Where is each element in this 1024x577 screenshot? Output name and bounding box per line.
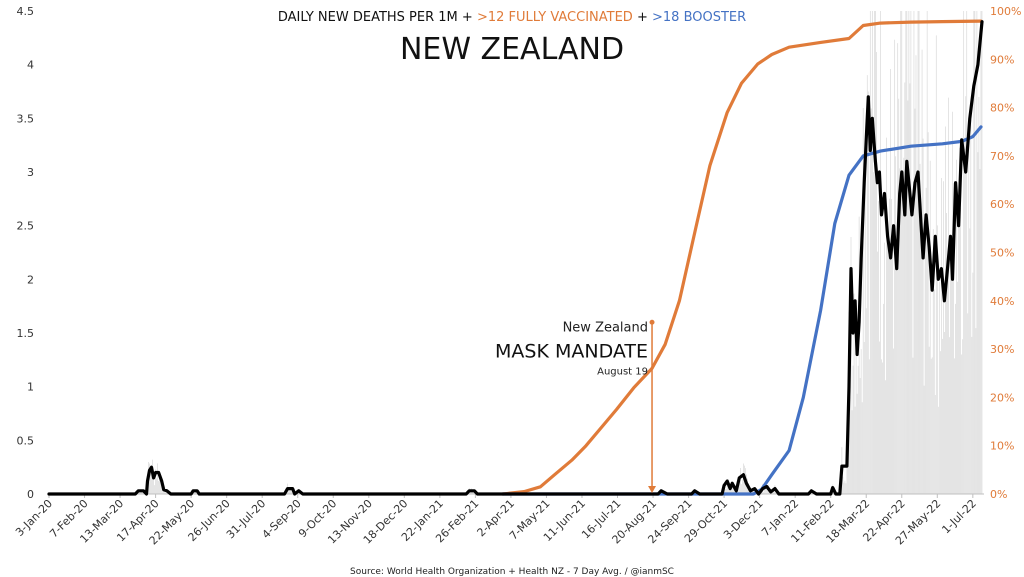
- y-left-tick-label: 4.5: [17, 5, 35, 18]
- deaths-line: [47, 20, 984, 496]
- mask-mandate-annotation: New Zealand MASK MANDATE August 19: [495, 319, 657, 493]
- source-note: Source: World Health Organization + Heal…: [350, 567, 674, 577]
- country-title: NEW ZEALAND: [400, 32, 624, 67]
- y-right-tick-label: 40%: [990, 295, 1014, 308]
- y-right-tick-label: 50%: [990, 247, 1014, 260]
- title-vaccinated: >12 FULLY VACCINATED: [477, 10, 633, 25]
- title-prefix: DAILY NEW DEATHS PER 1M +: [278, 10, 477, 25]
- chart-title: DAILY NEW DEATHS PER 1M + >12 FULLY VACC…: [278, 10, 746, 25]
- annotation-mask-mandate: MASK MANDATE: [495, 340, 648, 362]
- y-left-tick-label: 3.5: [17, 112, 35, 125]
- y-right-tick-label: 20%: [990, 391, 1014, 404]
- y-left-tick-label: 1: [27, 381, 34, 394]
- y-right-tick-label: 30%: [990, 343, 1014, 356]
- mask-mandate-marker-dot: [649, 319, 655, 325]
- annotation-country: New Zealand: [563, 320, 648, 335]
- annotation-date: August 19: [597, 366, 648, 377]
- y-left-tick-label: 0.5: [17, 434, 35, 447]
- y-right-tick-label: 10%: [990, 440, 1014, 453]
- fully-vaccinated-line: [501, 19, 983, 496]
- y-right-tick-label: 0%: [990, 488, 1007, 501]
- y-left-tick-label: 2.5: [17, 220, 35, 233]
- y-right-tick-label: 100%: [990, 5, 1021, 18]
- y-left-tick-label: 1.5: [17, 327, 35, 340]
- y-left-tick-label: 3: [27, 166, 34, 179]
- series-lines: [47, 19, 984, 496]
- y-right-tick-label: 80%: [990, 102, 1014, 115]
- y-right-tick-label: 90%: [990, 53, 1014, 66]
- title-booster: >18 BOOSTER: [652, 10, 746, 25]
- y-left-tick-label: 4: [27, 59, 34, 72]
- mask-mandate-arrow-head: [648, 486, 657, 493]
- y-left-tick-label: 0: [27, 488, 34, 501]
- y-right-tick-label: 70%: [990, 150, 1014, 163]
- daily-deaths-bars: [137, 11, 983, 494]
- title-plus: +: [633, 10, 652, 25]
- booster-line: [501, 125, 983, 496]
- y-left-tick-label: 2: [27, 273, 34, 286]
- y-right-tick-label: 60%: [990, 198, 1014, 211]
